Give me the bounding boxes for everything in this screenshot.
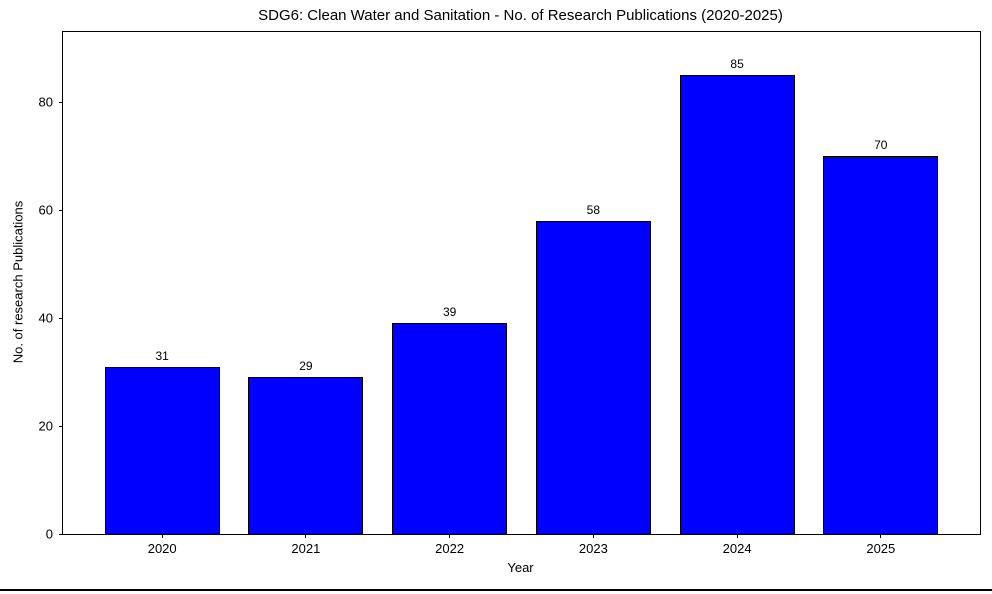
x-tick-label-2023: 2023 xyxy=(578,541,608,556)
x-tick-mark-2025 xyxy=(880,534,882,538)
y-tick-label-20: 20 xyxy=(38,418,53,434)
bar-value-label-2021: 29 xyxy=(299,359,313,374)
bottom-border-rule xyxy=(0,589,992,591)
bar-2023 xyxy=(535,220,651,534)
y-axis-label: No. of research Publications xyxy=(10,200,26,364)
y-tick-label-0: 0 xyxy=(45,526,53,542)
plot-area: 31 2020 29 2021 39 2022 58 2023 85 2024 70 2025 0 20 4… xyxy=(39,31,981,555)
x-tick-label-2024: 2024 xyxy=(722,541,752,556)
y-tick-mark-80 xyxy=(59,101,63,103)
x-tick-label-2022: 2022 xyxy=(435,541,465,556)
bar-value-label-2020: 31 xyxy=(155,348,169,363)
y-tick-mark-20 xyxy=(59,425,63,427)
bar-2024 xyxy=(679,75,795,534)
x-tick-mark-2024 xyxy=(736,534,738,538)
y-tick-mark-40 xyxy=(59,317,63,319)
y-tick-label-80: 80 xyxy=(38,94,53,110)
bar-2022 xyxy=(392,323,508,534)
bar-value-label-2024: 85 xyxy=(730,57,744,72)
x-tick-label-2021: 2021 xyxy=(291,541,321,556)
x-tick-mark-2022 xyxy=(449,534,451,538)
x-tick-label-2020: 2020 xyxy=(147,541,177,556)
x-tick-mark-2020 xyxy=(161,534,163,538)
x-tick-mark-2023 xyxy=(592,534,594,538)
bar-value-label-2023: 58 xyxy=(586,202,601,217)
chart-title: SDG6: Clean Water and Sanitation - No. o… xyxy=(258,7,783,24)
bar-2021 xyxy=(248,377,364,534)
x-axis-label: Year xyxy=(507,560,534,575)
bar-2025 xyxy=(823,156,939,534)
y-tick-mark-60 xyxy=(59,209,63,211)
bar-2020 xyxy=(104,366,220,534)
bar-value-label-2022: 39 xyxy=(442,305,457,320)
y-tick-label-40: 40 xyxy=(38,310,53,326)
bar-value-label-2025: 70 xyxy=(874,138,888,153)
y-tick-mark-0 xyxy=(59,533,63,535)
x-tick-label-2025: 2025 xyxy=(866,541,896,556)
y-tick-label-60: 60 xyxy=(38,202,53,218)
x-tick-mark-2021 xyxy=(305,534,307,538)
